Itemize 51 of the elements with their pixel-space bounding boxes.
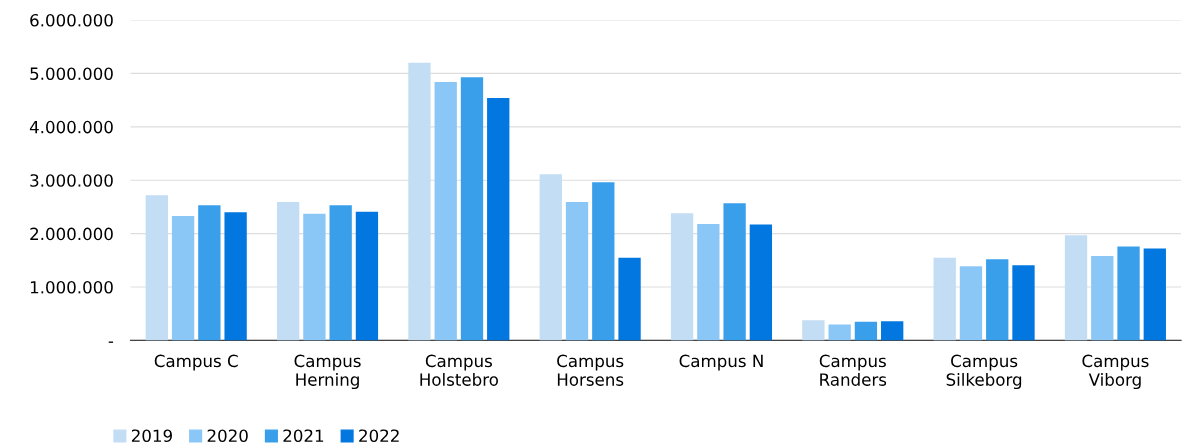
bar — [303, 213, 326, 341]
bar — [592, 182, 615, 341]
bar — [276, 202, 300, 341]
bar — [198, 205, 221, 341]
legend-label: 2020 — [207, 429, 248, 443]
bar — [1064, 235, 1088, 341]
bar — [933, 257, 956, 341]
bar — [986, 259, 1009, 341]
y-tick-label: 4.000.000 — [29, 120, 113, 134]
bar — [1143, 248, 1166, 341]
bar — [408, 62, 431, 341]
y-tick-label: 5.000.000 — [30, 67, 113, 80]
x-tick-label: Campus Randers — [819, 354, 887, 386]
x-tick-label: Campus C — [154, 354, 238, 371]
y-tick-label: - — [108, 341, 114, 343]
y-tick-label: 1.000.000 — [30, 280, 113, 294]
bar — [802, 320, 825, 341]
bar — [565, 202, 589, 341]
bar — [434, 81, 457, 341]
y-tick-label: 3.000.000 — [30, 174, 113, 187]
x-tick-label: Campus Horsens — [557, 354, 624, 386]
bar — [854, 321, 878, 341]
bar — [959, 266, 983, 341]
bar — [618, 257, 641, 341]
bar — [171, 216, 195, 341]
legend-label: 2021 — [283, 429, 324, 443]
bar — [539, 174, 562, 341]
x-tick-label: Campus N — [679, 354, 763, 371]
bar — [329, 205, 352, 341]
x-tick-label: Campus Viborg — [1082, 354, 1149, 390]
x-tick-label: Campus Silkeborg — [946, 354, 1022, 390]
bar — [881, 321, 904, 341]
bar — [697, 224, 720, 341]
legend-label: 2022 — [359, 429, 399, 443]
bar — [1012, 265, 1035, 341]
y-tick-label: 2.000.000 — [30, 227, 113, 241]
bar — [487, 97, 510, 341]
y-tick-label: 6.000.000 — [30, 13, 113, 27]
bar — [828, 324, 851, 341]
bar — [355, 211, 379, 341]
x-tick-label: Campus Herning — [294, 354, 361, 390]
bar — [670, 213, 694, 341]
legend-label: 2019 — [131, 429, 172, 443]
bar — [723, 203, 746, 341]
bar — [224, 212, 247, 341]
bar — [749, 224, 773, 341]
x-tick-label: Campus Holstebro — [420, 354, 498, 386]
bar — [145, 195, 168, 341]
bar — [1091, 256, 1114, 341]
bar — [1117, 246, 1140, 341]
bar — [460, 77, 484, 341]
